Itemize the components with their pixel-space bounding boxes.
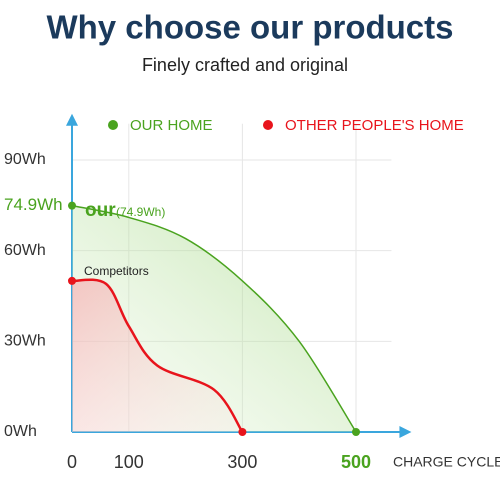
- x-tick-label: 0: [67, 452, 77, 472]
- x-axis-arrow: [399, 426, 412, 438]
- y-tick-label: 0Wh: [4, 423, 37, 440]
- legend-label: OUR HOME: [130, 117, 213, 134]
- chart-subtitle: Finely crafted and original: [142, 55, 348, 75]
- annotation: (74.9Wh): [116, 205, 165, 219]
- area: [72, 279, 243, 432]
- point: [352, 428, 360, 436]
- y-axis-arrow: [66, 113, 78, 126]
- x-tick-label: 500: [341, 452, 371, 472]
- point: [68, 201, 76, 210]
- line: [71, 204, 357, 433]
- legend-label: OTHER PEOPLE'S HOME: [285, 117, 464, 134]
- x-axis-label: CHARGE CYCLES: [393, 454, 500, 470]
- annotation: our: [85, 200, 116, 221]
- point: [238, 428, 247, 436]
- y-tick-label: 74.9Wh: [4, 195, 63, 214]
- point: [68, 276, 76, 285]
- annotation: Competitors: [84, 264, 149, 278]
- y-tick-label: 30Wh: [4, 333, 46, 350]
- y-tick-label: 60Wh: [4, 242, 46, 259]
- x-tick-label: 100: [114, 452, 144, 472]
- line: [71, 278, 244, 433]
- x-tick-label: 300: [227, 452, 257, 472]
- y-tick-label: 90Wh: [4, 151, 46, 168]
- legend-marker: [263, 120, 273, 130]
- legend-marker: [108, 120, 118, 130]
- chart-title: Why choose our products: [46, 9, 453, 46]
